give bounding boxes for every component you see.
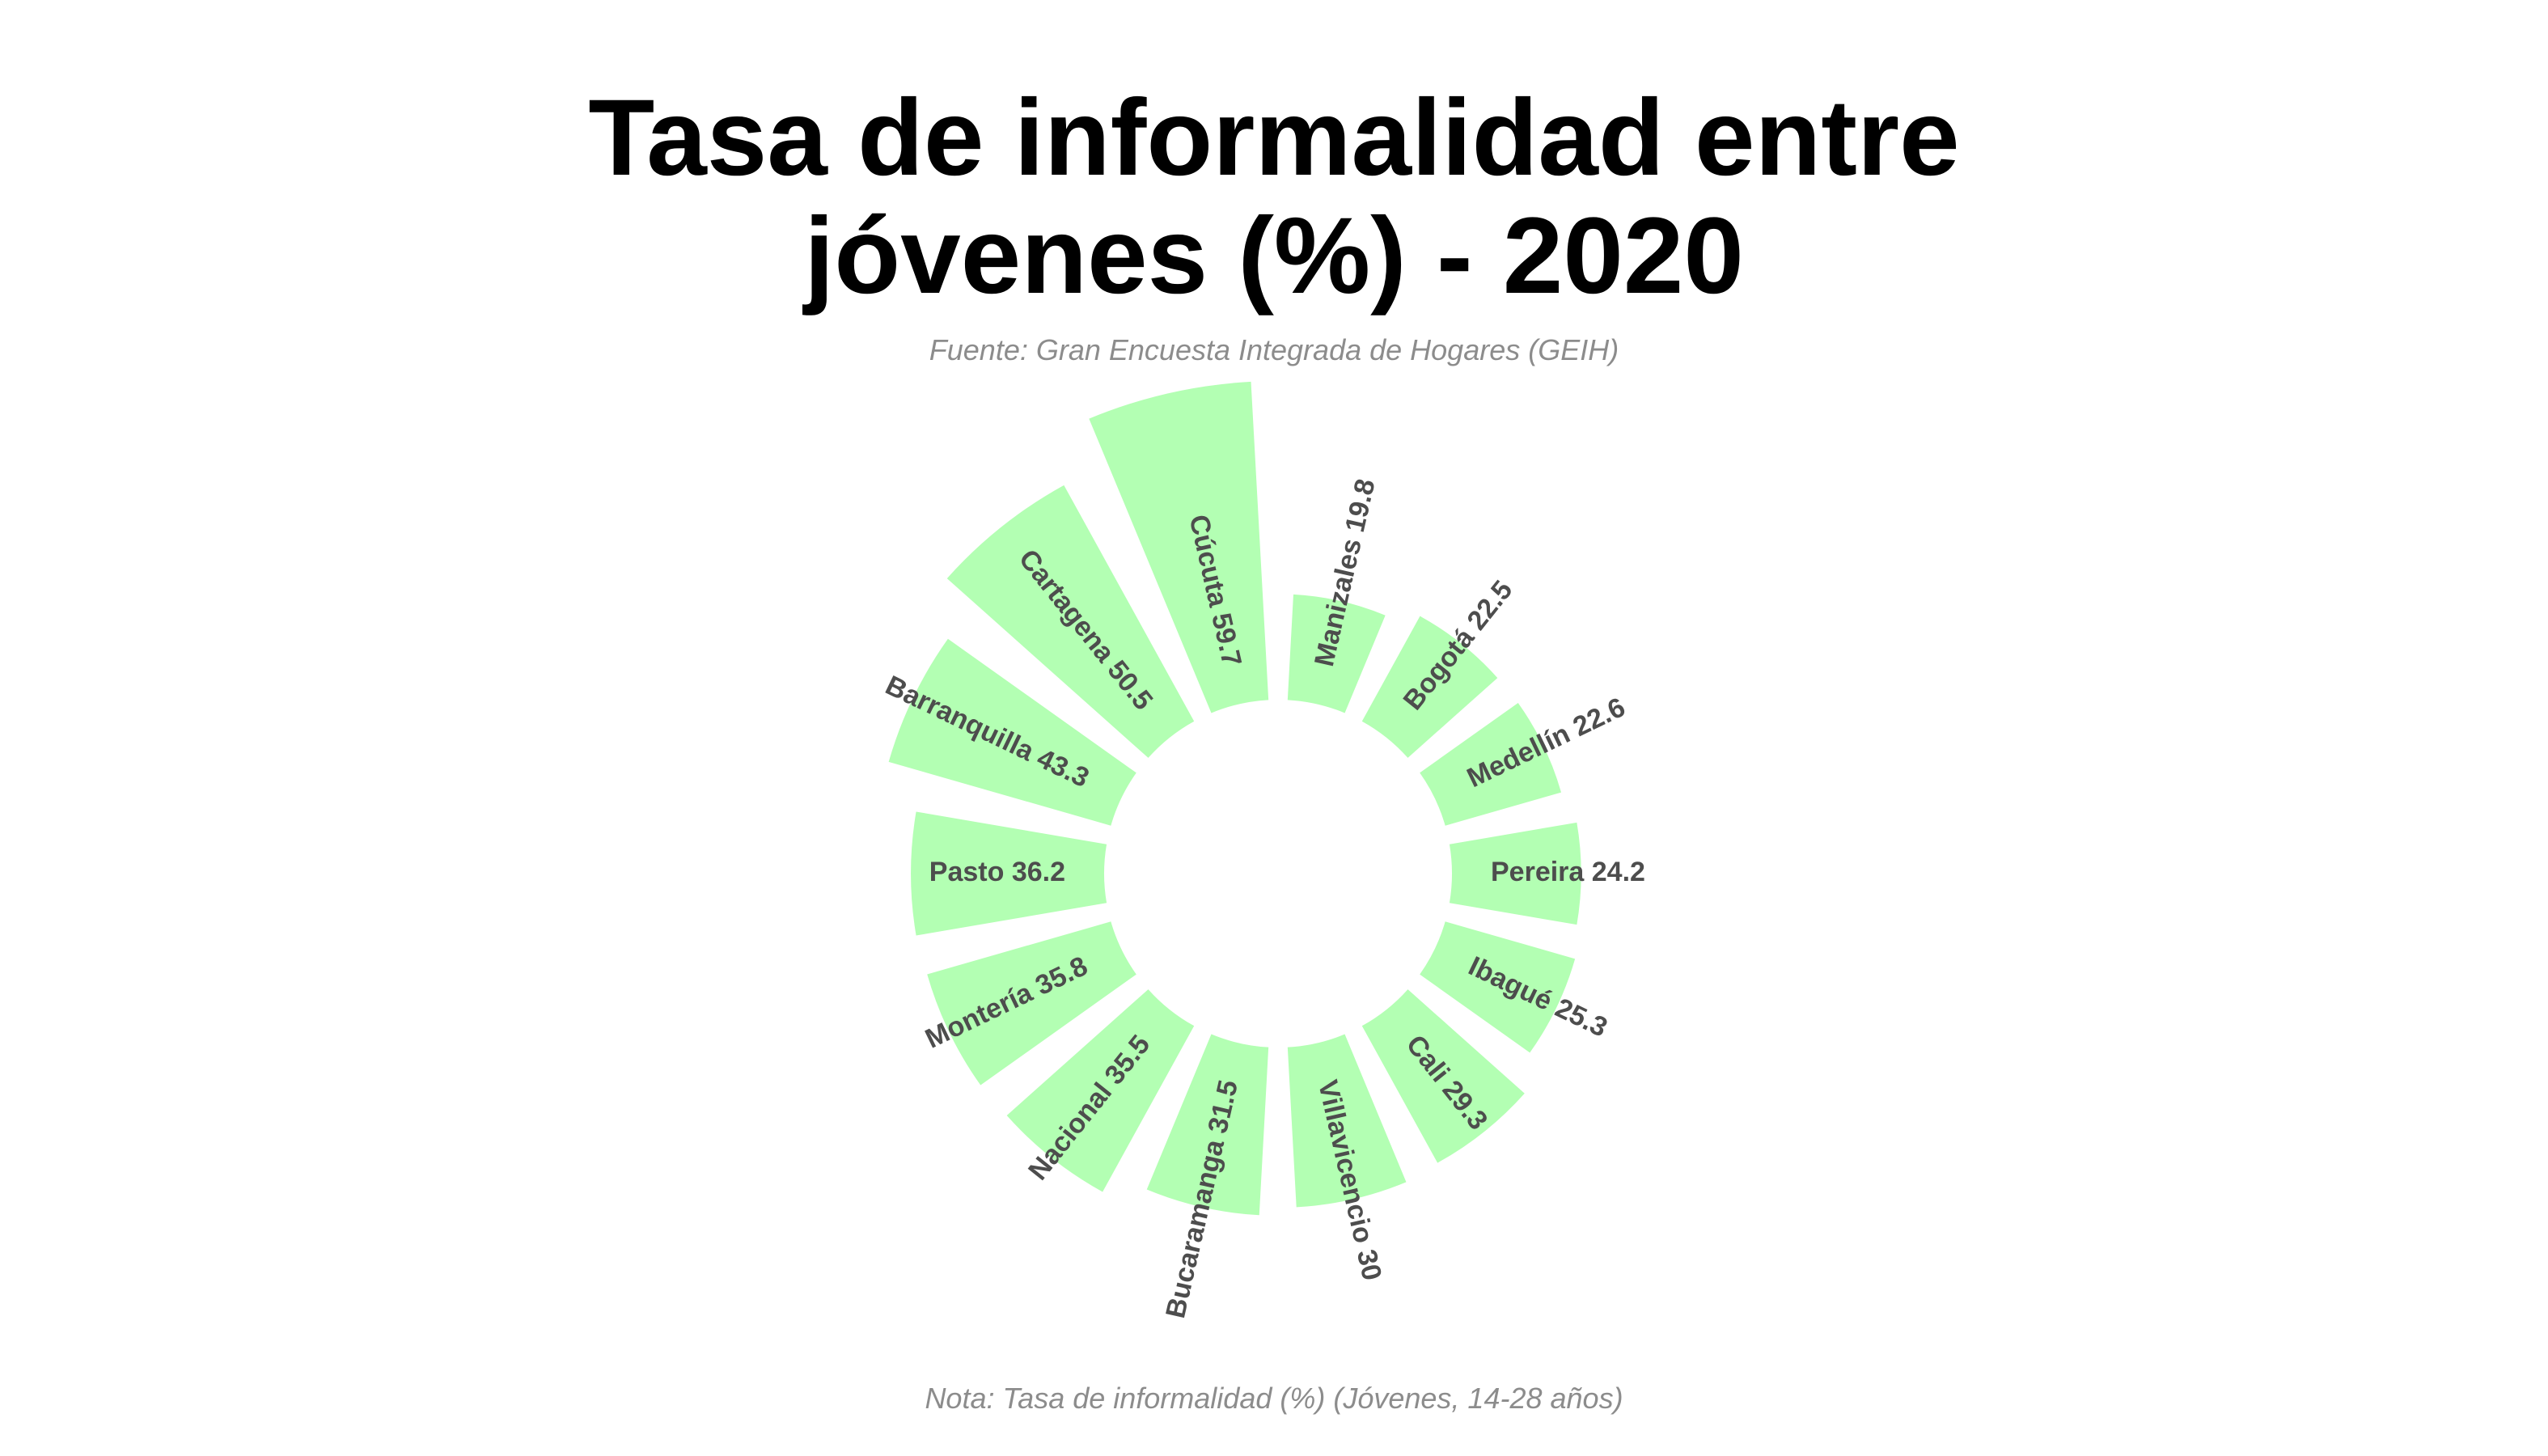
chart-caption: Nota: Tasa de informalidad (%) (Jóvenes,… xyxy=(0,1382,2548,1416)
bar-label-3: Pereira 24.2 xyxy=(1491,857,1645,887)
bar-label-10: Pasto 36.2 xyxy=(929,857,1065,887)
